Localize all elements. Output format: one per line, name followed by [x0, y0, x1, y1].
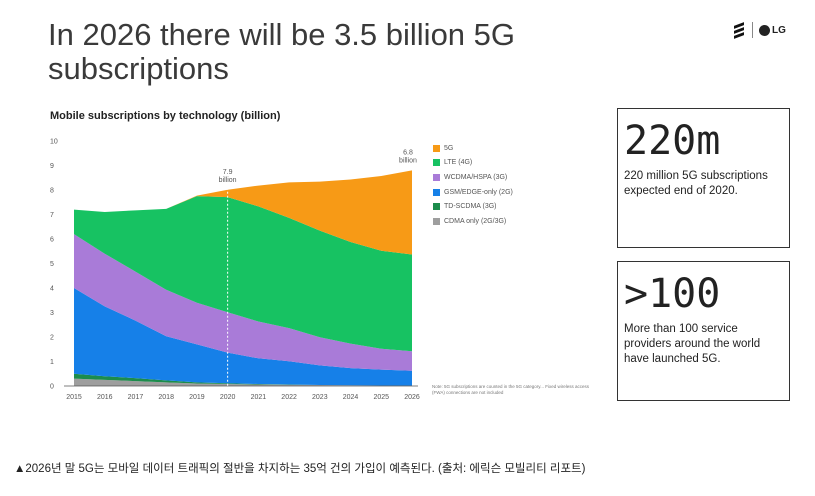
figure-caption: ▲2026년 말 5G는 모바일 데이터 트래픽의 절반을 차지하는 35억 건… [14, 463, 586, 475]
area-series-2 [74, 288, 412, 386]
x-tick-label-8: 2023 [312, 394, 328, 401]
lg-logo: LG [759, 24, 786, 36]
x-tick-label-2: 2017 [128, 394, 144, 401]
legend-item: LTE (4G) [433, 156, 593, 171]
legend-label: WCDMA/HSPA (3G) [444, 173, 508, 181]
annotation-label-1-0: 6.8 [403, 149, 413, 156]
x-tick-label-0: 2015 [66, 394, 82, 401]
legend-swatch [433, 203, 440, 211]
x-tick-label-9: 2024 [343, 394, 359, 401]
stat-box-5g-subscriptions: 220m 220 million 5G subscriptions expect… [617, 108, 790, 248]
stacked-area-chart: 0 1 2 3 4 5 6 7 8 9 10 2015 2016 2017 2018 2019 2020 2021… [50, 139, 420, 402]
area-series-1 [74, 373, 412, 386]
legend-item: TD-SCDMA (3G) [433, 199, 593, 214]
stat-box-service-providers: >100 More than 100 service providers aro… [617, 261, 790, 401]
x-tick-label-7: 2022 [281, 394, 297, 401]
y-tick-label-8: 8 [50, 188, 54, 195]
slide: In 2026 there will be 3.5 billion 5G sub… [48, 17, 796, 402]
legend-label: CDMA only (2G/3G) [444, 217, 507, 225]
stat-description: More than 100 service providers around t… [624, 323, 761, 365]
legend-item: GSM/EDGE-only (2G) [433, 185, 593, 200]
x-tick-label-11: 2026 [404, 394, 420, 401]
legend-label: GSM/EDGE-only (2G) [444, 188, 513, 196]
legend-item: CDMA only (2G/3G) [433, 214, 593, 229]
area-series-0 [74, 378, 412, 386]
y-tick-label-1: 1 [50, 359, 54, 366]
stat-description: 220 million 5G subscriptions expected en… [624, 170, 768, 197]
legend-swatch [433, 188, 440, 196]
slide-title: In 2026 there will be 3.5 billion 5G sub… [48, 17, 516, 86]
chart-legend: 5G LTE (4G) WCDMA/HSPA (3G) GSM/EDGE-only (… [433, 141, 593, 229]
legend-label: 5G [444, 144, 454, 152]
x-tick-label-10: 2025 [373, 394, 389, 401]
y-tick-label-5: 5 [50, 261, 54, 268]
stat-value: >100 [624, 271, 721, 317]
y-tick-label-6: 6 [50, 237, 54, 244]
legend-swatch [433, 144, 440, 152]
legend-label: TD-SCDMA (3G) [444, 203, 497, 211]
y-tick-label-7: 7 [50, 212, 54, 219]
annotation-label-1-1: billion [399, 157, 417, 164]
annotation-label-0-1: billion [219, 177, 237, 184]
annotation-label-0-0: 7.9 [223, 169, 233, 176]
legend-item: 5G [433, 141, 593, 156]
x-tick-label-1: 2016 [97, 394, 113, 401]
area-series-5 [74, 170, 412, 255]
area-series-3 [74, 234, 412, 371]
area-series-4 [74, 196, 412, 352]
x-tick-label-6: 2021 [251, 394, 267, 401]
legend-swatch [433, 159, 440, 167]
x-tick-label-5: 2020 [220, 394, 236, 401]
y-tick-label-0: 0 [50, 384, 54, 391]
lg-logo-text: LG [772, 24, 786, 36]
x-tick-label-4: 2019 [189, 394, 205, 401]
chart-title: Mobile subscriptions by technology (bill… [50, 110, 281, 122]
y-tick-label-10: 10 [50, 139, 58, 146]
logo-divider [752, 22, 753, 38]
y-tick-label-2: 2 [50, 335, 54, 342]
logo-group: LG [732, 20, 796, 40]
chart-footnote: Note: 5G subscriptions are counted in th… [432, 384, 589, 395]
y-tick-label-4: 4 [50, 286, 54, 293]
legend-swatch [433, 173, 440, 181]
legend-swatch [433, 217, 440, 225]
stat-value: 220m [624, 118, 721, 164]
lg-circle-icon [759, 24, 770, 36]
legend-item: WCDMA/HSPA (3G) [433, 170, 593, 185]
y-tick-label-9: 9 [50, 163, 54, 170]
legend-label: LTE (4G) [444, 159, 473, 167]
y-tick-label-3: 3 [50, 310, 54, 317]
x-tick-label-3: 2018 [158, 394, 174, 401]
